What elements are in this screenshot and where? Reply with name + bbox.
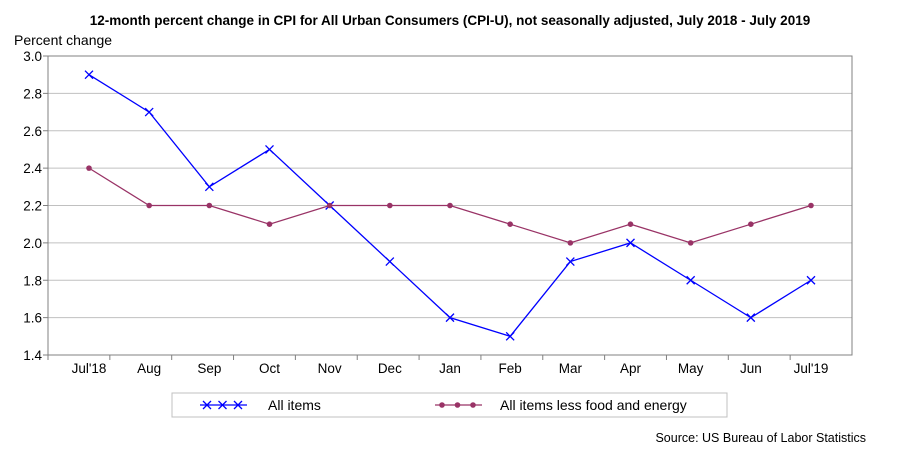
data-point (265, 144, 274, 154)
x-tick-label: Jun (740, 361, 762, 376)
legend: All items All items less food and energy (171, 392, 728, 418)
data-point (206, 202, 213, 209)
data-point (447, 202, 453, 209)
y-tick-label: 2.0 (23, 236, 42, 251)
x-tick-label: Feb (499, 361, 522, 376)
y-tick-label: 2.8 (23, 86, 42, 101)
x-tick-label: Jul'19 (794, 361, 829, 376)
x-axis: Jul'18 Aug Sep Oct Nov Dec Jan Feb Mar Apr May Jun J… (47, 355, 829, 376)
data-point (626, 238, 635, 248)
y-axis: 1.4 1.6 1.8 2.0 2.2 2.4 2.6 2.8 3.0 (23, 49, 48, 363)
legend-marker (218, 400, 227, 410)
data-point (144, 107, 154, 117)
data-point (686, 275, 696, 285)
legend-label: All items less food and energy (500, 397, 687, 413)
data-point (746, 313, 756, 323)
data-point (385, 257, 395, 267)
source-note: Source: US Bureau of Labor Statistics (655, 431, 866, 445)
x-tick-label: Mar (559, 361, 583, 376)
y-tick-label: 3.0 (23, 49, 42, 64)
data-point (387, 202, 393, 209)
legend-marker (439, 402, 445, 408)
data-point (86, 165, 92, 171)
x-tick-label: Apr (620, 361, 642, 376)
legend-marker (470, 402, 476, 408)
series-group (84, 70, 816, 341)
data-point (565, 257, 575, 267)
legend-marker (202, 400, 212, 410)
data-point (687, 240, 694, 246)
legend-marker (454, 402, 461, 408)
legend-label: All items (268, 397, 321, 413)
chart-title: 12-month percent change in CPI for All U… (90, 13, 810, 28)
data-point (507, 221, 513, 227)
data-point (445, 313, 455, 323)
data-point (326, 202, 333, 209)
y-tick-label: 2.2 (23, 199, 42, 214)
data-point (627, 221, 634, 227)
y-axis-label: Percent change (14, 32, 112, 48)
y-tick-label: 1.4 (23, 348, 42, 363)
plot-border (47, 55, 853, 356)
x-tick-label: Jul'18 (72, 361, 107, 376)
data-point (748, 221, 754, 227)
y-tick-label: 1.6 (23, 311, 42, 326)
x-tick-label: Jan (439, 361, 461, 376)
x-tick-label: Sep (197, 361, 221, 376)
x-tick-label: Aug (137, 361, 161, 376)
data-point (266, 221, 273, 227)
data-point (806, 275, 816, 285)
data-point (84, 70, 94, 80)
x-tick-label: Oct (259, 361, 280, 376)
data-point (204, 182, 214, 192)
data-point (146, 202, 152, 209)
y-tick-label: 2.4 (23, 161, 42, 176)
data-point (567, 240, 574, 246)
x-tick-label: Dec (378, 361, 402, 376)
data-point (505, 331, 515, 341)
series-core (86, 165, 814, 246)
series-all-items (84, 70, 816, 341)
x-tick-label: Nov (318, 361, 342, 376)
data-point (808, 202, 814, 209)
legend-marker (233, 400, 243, 410)
y-tick-label: 1.8 (23, 273, 42, 288)
x-tick-label: May (678, 361, 704, 376)
y-tick-label: 2.6 (23, 124, 42, 139)
